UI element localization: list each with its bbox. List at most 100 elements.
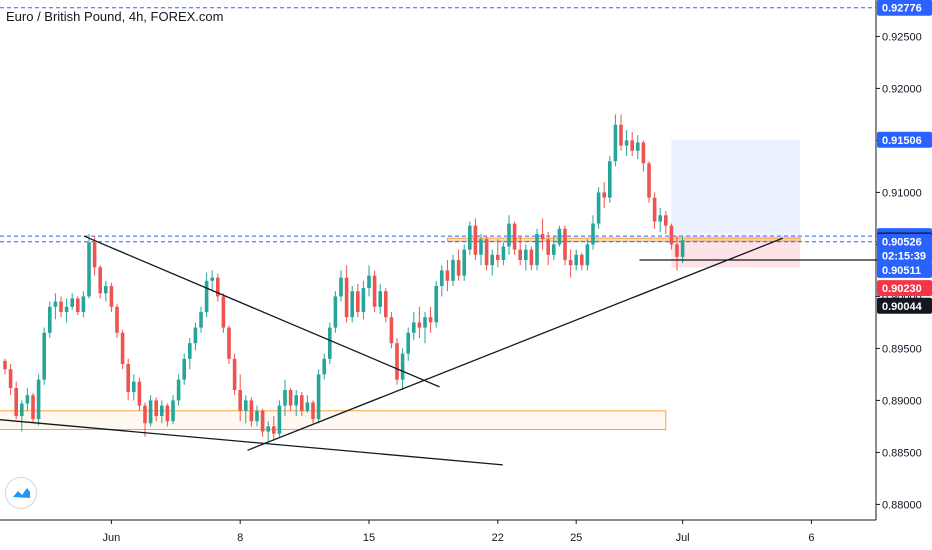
candle-body <box>484 239 489 266</box>
candle-body <box>619 124 623 146</box>
candle-body <box>552 244 556 255</box>
candle-body <box>260 410 265 432</box>
x-tick-label: 6 <box>808 532 814 544</box>
candle-body <box>53 301 58 307</box>
candle-body <box>87 242 91 297</box>
candle-body <box>266 426 270 432</box>
candle-body <box>630 140 634 151</box>
candle-body <box>148 400 153 424</box>
candle-body <box>109 286 114 307</box>
candle-body <box>249 400 254 422</box>
candle-body <box>462 249 466 276</box>
x-tick-label: 15 <box>363 532 375 544</box>
candle-body <box>92 242 97 268</box>
zone-rect <box>671 139 801 237</box>
candle-body <box>428 317 433 323</box>
candle-body <box>188 343 192 359</box>
candle-body <box>434 286 438 323</box>
candle-body <box>333 296 338 328</box>
candle-body <box>490 254 494 266</box>
candle-body <box>585 244 590 266</box>
candle-body <box>300 395 304 411</box>
candle-body <box>664 215 668 226</box>
price-label-tag <box>877 0 932 16</box>
candle-body <box>42 332 46 380</box>
candle-body <box>468 225 472 250</box>
candle-body <box>535 234 539 266</box>
y-tick-label: 0.92000 <box>882 83 922 95</box>
candle-body <box>473 225 478 255</box>
candle-body <box>680 240 685 257</box>
candle-body <box>445 270 450 281</box>
candle-body <box>507 223 511 247</box>
candle-body <box>602 192 606 198</box>
x-tick-label: Jun <box>103 532 121 544</box>
candle-body <box>529 249 534 266</box>
candle-body <box>104 286 108 294</box>
candle-body <box>652 197 657 222</box>
candle-body <box>59 301 63 312</box>
trendline <box>247 237 784 451</box>
candle-body <box>182 358 186 380</box>
candle-body <box>277 405 282 434</box>
candle-body <box>98 267 102 294</box>
candle-body <box>137 381 142 406</box>
candle-body <box>20 403 24 416</box>
candle-body <box>283 390 287 406</box>
candle-body <box>305 402 310 411</box>
candle-body <box>658 215 662 222</box>
y-tick-label: 0.88500 <box>882 447 922 459</box>
price-label-tag <box>877 261 932 278</box>
price-label-tag <box>877 233 932 250</box>
candle-body <box>238 390 242 411</box>
y-tick-label: 0.89500 <box>882 343 922 355</box>
candle-body <box>675 244 679 257</box>
candle-body <box>255 410 259 422</box>
candle-body <box>3 360 7 370</box>
candle-body <box>580 254 584 266</box>
candle-body <box>423 317 427 328</box>
candle-body <box>48 306 52 333</box>
price-label-tag <box>877 247 932 264</box>
candle-body <box>395 343 399 380</box>
tradingview-logo-icon[interactable] <box>6 478 36 508</box>
candle-body <box>546 239 550 255</box>
candle-body <box>171 400 175 422</box>
candle-body <box>591 223 595 245</box>
candle-body <box>193 327 198 344</box>
candle-body <box>8 369 13 388</box>
candle-body <box>496 254 500 260</box>
y-tick-label: 0.89000 <box>882 395 922 407</box>
candle-body <box>199 312 203 328</box>
candle-body <box>512 223 517 250</box>
candle-body <box>210 277 214 281</box>
candle-body <box>574 254 578 266</box>
candle-body <box>64 306 69 312</box>
price-label-text: 0.91506 <box>882 135 922 147</box>
candle-body <box>356 291 360 312</box>
trendline <box>83 235 440 388</box>
candle-body <box>165 405 170 422</box>
candle-body <box>613 124 618 162</box>
candle-body <box>115 306 119 333</box>
candle-body <box>400 353 405 380</box>
candle-body <box>647 163 651 198</box>
candle-body <box>311 402 315 420</box>
price-label-text: 0.90044 <box>882 301 923 313</box>
candle-body <box>563 228 567 260</box>
candle-body <box>176 379 181 401</box>
candle-body <box>456 260 461 276</box>
price-label-text: 0.90511 <box>882 265 921 277</box>
candle-body <box>518 249 522 260</box>
candle-body <box>624 140 629 146</box>
x-tick-label: 8 <box>237 532 243 544</box>
y-tick-label: 0.92500 <box>882 31 922 43</box>
y-tick-label: 0.88000 <box>882 499 922 511</box>
chart-title: Euro / British Pound, 4h, FOREX.com <box>6 9 224 24</box>
x-tick-label: 25 <box>570 532 582 544</box>
candle-body <box>160 405 164 416</box>
candle-body <box>36 379 41 420</box>
candle-body <box>232 358 237 390</box>
candle-body <box>81 296 86 312</box>
